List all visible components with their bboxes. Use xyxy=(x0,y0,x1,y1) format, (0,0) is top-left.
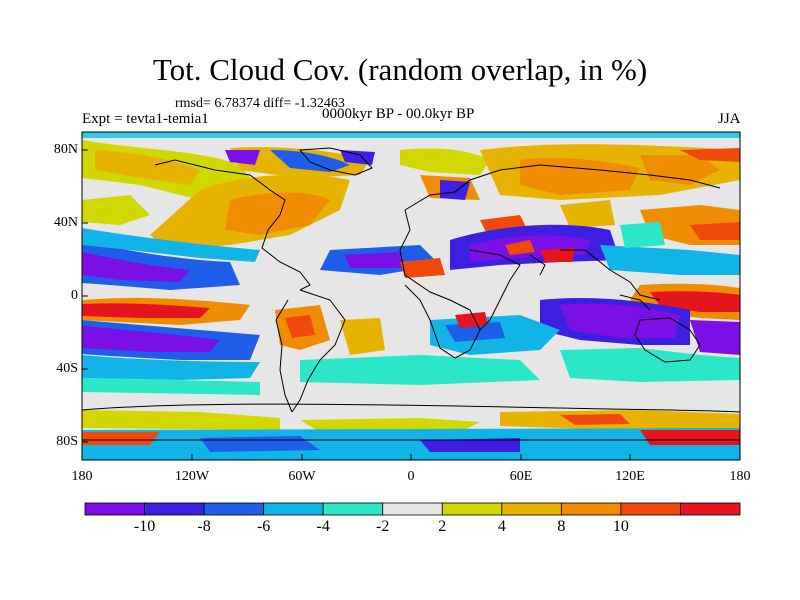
colorbar-swatch xyxy=(620,502,681,516)
colorbar xyxy=(84,502,741,516)
colorbar-swatch xyxy=(680,502,741,516)
colorbar-label: -10 xyxy=(133,518,156,535)
colorbar-label: -2 xyxy=(376,518,390,535)
colorbar-label: -8 xyxy=(197,518,211,535)
colorbar-swatch xyxy=(322,502,384,516)
colorbar-swatch xyxy=(560,502,622,516)
y-tick-label: 40N xyxy=(53,215,78,230)
x-tick-label: 180 xyxy=(71,469,93,484)
period-label: 0000kyr BP - 00.0kyr BP xyxy=(322,106,475,122)
colorbar-label: 10 xyxy=(612,518,629,535)
x-tick-label: 120W xyxy=(174,469,210,484)
y-tick-label: 80N xyxy=(53,142,78,157)
colorbar-label: -6 xyxy=(256,518,271,535)
colorbar-swatch xyxy=(84,502,145,516)
colorbar-swatch xyxy=(263,502,324,516)
colorbar-swatch xyxy=(382,502,443,516)
x-tick-label: 60W xyxy=(288,469,316,484)
x-tick-label: 180 xyxy=(729,469,751,484)
stats-text: rmsd= 6.78374 diff= -1.32463 xyxy=(175,96,345,111)
x-tick-label: 60E xyxy=(509,469,533,484)
colorbar-swatch xyxy=(144,502,205,516)
colorbar-swatch xyxy=(501,502,562,516)
colorbar-label: 8 xyxy=(557,518,566,535)
chart-title: Tot. Cloud Cov. (random overlap, in %) xyxy=(152,52,648,87)
x-tick-label: 120E xyxy=(615,469,645,484)
colorbar-swatch xyxy=(203,502,265,516)
y-tick-label: 80S xyxy=(56,434,78,449)
axis-ticks xyxy=(81,149,741,460)
y-tick-label: 0 xyxy=(71,288,78,303)
cloud-cover-field xyxy=(82,132,740,460)
season-label: JJA xyxy=(718,111,741,127)
colorbar-label: 2 xyxy=(438,518,447,535)
coastlines xyxy=(82,147,740,441)
experiment-label: Expt = tevta1-temia1 xyxy=(82,111,209,127)
colorbar-label: 4 xyxy=(497,518,506,535)
colorbar-label: -4 xyxy=(316,518,330,535)
x-tick-label: 0 xyxy=(407,469,415,484)
y-tick-label: 40S xyxy=(56,361,78,376)
colorbar-swatch xyxy=(441,502,503,516)
